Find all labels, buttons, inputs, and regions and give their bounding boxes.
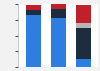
Bar	[76, 23, 90, 28]
Bar	[26, 15, 40, 67]
Bar	[76, 59, 90, 67]
Bar	[50, 18, 66, 67]
Bar	[26, 10, 40, 15]
Bar	[50, 4, 66, 9]
Bar	[76, 5, 90, 23]
Bar	[50, 9, 66, 18]
Bar	[76, 28, 90, 59]
Bar	[26, 5, 40, 10]
